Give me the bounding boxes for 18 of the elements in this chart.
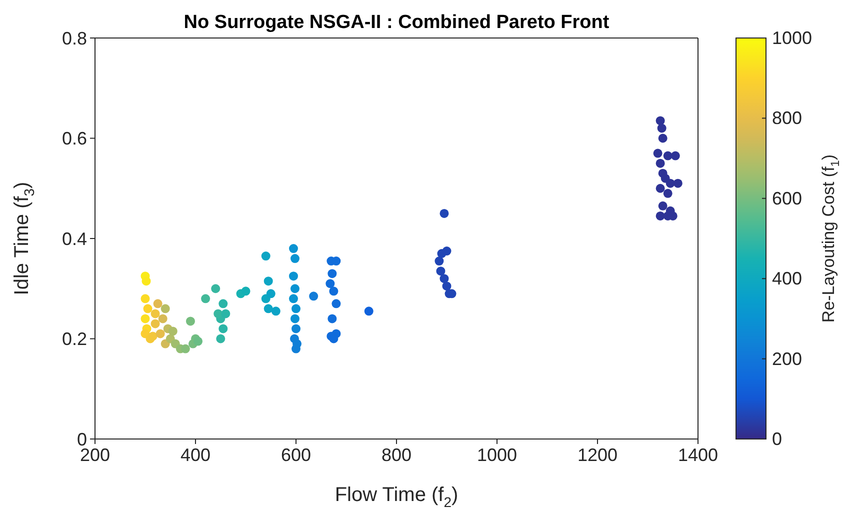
color-bar-label: 1000 <box>772 28 812 48</box>
y-tick-label: 0.8 <box>62 28 87 48</box>
x-axis-title: Flow Time (f$_{2}$) <box>334 484 458 510</box>
color-bar-label: 200 <box>772 348 802 369</box>
color-bar-label: 0 <box>772 429 782 449</box>
x-tick-label: 1400 <box>678 444 718 465</box>
color-bar-label: 600 <box>772 188 802 208</box>
x-tick-label: 400 <box>180 444 211 465</box>
color-bar-label: 400 <box>772 268 802 289</box>
x-tick-label: 800 <box>381 444 412 465</box>
y-tick-label: 0.6 <box>62 128 87 149</box>
x-tick-label: 1200 <box>577 444 618 465</box>
y-tick-label: 0.2 <box>62 329 87 350</box>
x-tick-label: 600 <box>280 444 312 465</box>
x-tick-label: 1000 <box>476 444 518 465</box>
y-tick-label: 0.4 <box>62 228 87 249</box>
color-bar-label: 800 <box>772 108 802 128</box>
chart-title: No Surrogate NSGA-II : Combined Pareto Front <box>184 12 610 33</box>
